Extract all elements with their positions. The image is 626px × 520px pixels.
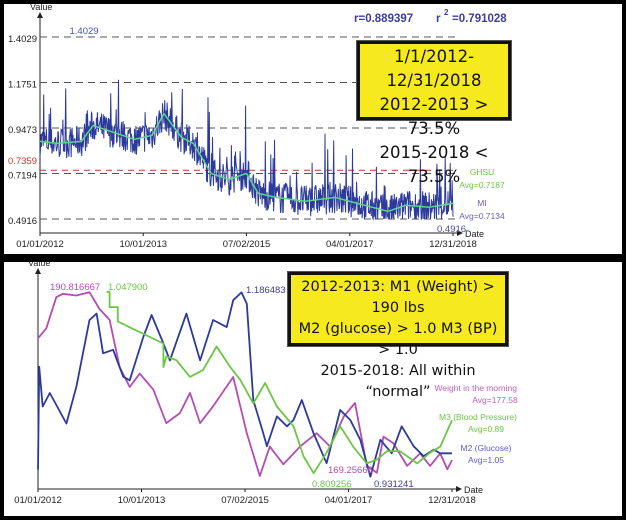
x-tick-label: 04/01/2017 <box>325 495 373 506</box>
x-tick-label: 12/31/2018 <box>429 239 477 250</box>
y-tick-label: 1.1751 <box>8 79 37 90</box>
bp-min-label: 0.809256 <box>312 479 352 490</box>
callout-line: 1/1/2012-12/31/2018 <box>386 47 482 90</box>
x-axis-label: Date <box>465 229 484 239</box>
series-line-glucose <box>37 291 452 478</box>
bottom-callout-box: 2012-2013: M1 (Weight) > 190 lbs M2 (glu… <box>288 272 508 400</box>
callout-line: 2012-2013 > 73.5% <box>379 95 489 138</box>
top-callout-box: 1/1/2012-12/31/2018 2012-2013 > 73.5% 20… <box>357 41 511 186</box>
x-tick-label: 01/01/2012 <box>14 495 62 506</box>
y-tick-label: 0.4916 <box>8 216 37 227</box>
callout-line: 2012-2013: M1 (Weight) > 190 lbs <box>301 279 495 316</box>
x-tick-label: 04/01/2017 <box>326 239 374 250</box>
x-axis-arrow-icon <box>456 486 462 492</box>
y-axis-label: Value <box>30 4 52 12</box>
weight-max-label: 190.816667 <box>50 282 100 293</box>
y-axis-arrow-icon <box>35 268 41 274</box>
y-tick-label: 0.7194 <box>8 171 37 182</box>
series-line-blood-pressure <box>106 291 453 475</box>
legend-ghsu-name: GHSU <box>470 167 495 177</box>
callout-line: 2015-2018 < 73.5% <box>379 143 489 186</box>
legend-weight-name: Weight in the morning <box>434 383 517 393</box>
x-tick-label: 07/02/2015 <box>221 495 269 506</box>
r-value: r=0.889397 <box>354 13 413 25</box>
r2-superscript: 2 <box>444 8 449 17</box>
bottom-chart-panel: Date Value 01/01/2012 10/01/2013 07/02/2015 0… <box>4 262 622 516</box>
weight-min-label: 169.25666 <box>328 465 373 476</box>
x-axis-arrow-icon <box>457 230 463 236</box>
bp-max-label: 1.047900 <box>108 282 148 293</box>
glucose-min-label: 0.931241 <box>374 479 414 490</box>
x-tick-label: 12/31/2018 <box>428 495 476 506</box>
top-chart: Date Value 01/01/2012 10/01/2013 07/02/2015 0… <box>8 4 507 250</box>
max-annotation: 1.4029 <box>70 26 99 37</box>
legend-bp-name: M3 (Blood Pressure) <box>439 412 517 422</box>
top-chart-panel: Date Value 01/01/2012 10/01/2013 07/02/2015 0… <box>4 4 622 254</box>
min-annotation: 0.4916 <box>437 224 466 235</box>
x-tick-label: 07/02/2015 <box>223 239 271 250</box>
glucose-max-label: 1.186483 <box>246 285 286 296</box>
r2-label: r <box>436 13 441 25</box>
r2-value: =0.791028 <box>452 13 507 25</box>
legend-ghsu-avg: Avg=0.7187 <box>459 180 505 190</box>
legend-mi-name: MI <box>477 198 486 208</box>
bottom-chart: Date Value 01/01/2012 10/01/2013 07/02/2015 0… <box>14 262 518 506</box>
x-tick-label: 10/01/2013 <box>118 495 166 506</box>
legend-glucose-name: M2 (Glucose) <box>460 443 511 453</box>
y-tick-label: 0.9473 <box>8 125 37 136</box>
x-tick-label: 10/01/2013 <box>119 239 167 250</box>
y-axis-arrow-icon <box>37 12 43 18</box>
series-line-ghsu <box>39 112 454 213</box>
legend-bp-avg: Avg=0.89 <box>468 424 504 434</box>
reference-line-label: 0.7359 <box>8 156 37 167</box>
y-tick-label: 1.4029 <box>8 34 37 45</box>
x-axis-label: Date <box>464 485 483 495</box>
y-axis-label: Value <box>28 262 50 268</box>
series-line-mi <box>39 79 454 221</box>
legend-weight-avg: Avg=177.58 <box>472 395 518 405</box>
series-line-weight <box>37 291 453 477</box>
callout-line: 2015-2018: All within “normal” <box>320 363 476 400</box>
x-tick-label: 01/01/2012 <box>16 239 64 250</box>
legend-mi-avg: Avg=0.7134 <box>459 211 505 221</box>
legend-glucose-avg: Avg=1.05 <box>468 455 504 465</box>
callout-line: M2 (glucose) > 1.0 M3 (BP) > 1.0 <box>298 321 498 358</box>
